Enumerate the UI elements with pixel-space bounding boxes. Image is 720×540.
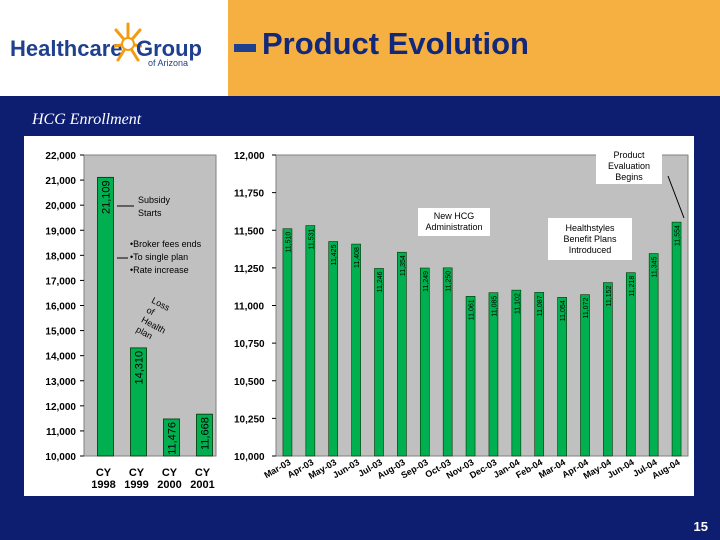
bar-monthly — [534, 292, 545, 457]
x-tick-label-annual: CY 2001 — [190, 467, 214, 491]
annotation-product-box — [596, 146, 662, 184]
product-pointer — [667, 175, 685, 219]
bar-monthly — [305, 225, 316, 457]
bar-annual — [130, 347, 147, 457]
bar-monthly — [488, 292, 499, 457]
annotation-product: Product Evaluation Begins — [608, 150, 650, 182]
bar-monthly — [648, 253, 659, 457]
bar-monthly — [351, 243, 361, 457]
annotation-new-admin: New HCG Administration — [425, 211, 482, 232]
bar-monthly — [465, 296, 476, 457]
y-tick-label-annual: 13,000 — [45, 377, 76, 388]
y-tick-label-annual: 17,000 — [45, 276, 76, 287]
plot-area-monthly — [275, 154, 689, 457]
y-tick-label-annual: 11,000 — [46, 427, 76, 438]
bar-monthly — [374, 268, 384, 457]
x-tick-label-annual: CY 2000 — [157, 467, 181, 491]
section-subtitle: HCG Enrollment — [32, 111, 142, 128]
y-tick-label-monthly: 11,000 — [234, 302, 264, 313]
x-tick-label-monthly: Jun-04 — [606, 457, 636, 480]
y-tick-label-monthly: 12,000 — [234, 151, 265, 162]
bar-value-label-annual: 11,668 — [200, 417, 212, 450]
bar-annual — [163, 418, 180, 457]
bar-value-label-monthly: 11,249 — [423, 271, 430, 292]
bar-monthly — [511, 289, 522, 457]
bar-monthly — [397, 251, 407, 457]
bar-value-label-monthly: 11,054 — [560, 300, 567, 321]
y-tick-label-monthly: 11,750 — [234, 189, 264, 200]
bar-value-label-monthly: 11,085 — [491, 296, 498, 317]
bar-value-label-monthly: 11,425 — [331, 244, 338, 265]
y-tick-label-annual: 10,000 — [45, 452, 76, 463]
bar-value-label-monthly: 11,087 — [537, 295, 544, 316]
y-tick-label-monthly: 10,250 — [234, 414, 265, 425]
annotation-subsidy: Subsidy Starts — [138, 195, 171, 218]
bar-value-label-monthly: 11,531 — [308, 228, 315, 249]
y-tick-label-annual: 22,000 — [45, 151, 76, 162]
bar-monthly — [603, 282, 613, 457]
bar-monthly — [442, 267, 453, 457]
bar-value-label-monthly: 11,072 — [583, 298, 590, 319]
bar-monthly — [671, 221, 682, 457]
bar-monthly — [625, 272, 636, 457]
page-title: Product Evolution — [262, 26, 529, 61]
y-tick-label-annual: 19,000 — [45, 226, 76, 237]
bar-value-label-monthly: 11,246 — [377, 271, 384, 292]
bar-monthly — [282, 228, 293, 457]
y-tick-label-monthly: 11,500 — [234, 226, 264, 237]
y-tick-label-monthly: 10,000 — [234, 452, 265, 463]
bar-annual — [196, 413, 213, 457]
y-tick-label-annual: 16,000 — [45, 302, 76, 313]
bar-monthly — [580, 294, 590, 457]
y-tick-label-annual: 21,000 — [45, 176, 76, 187]
x-tick-label-monthly: Jun-03 — [331, 457, 361, 480]
logo-dash — [234, 44, 256, 52]
y-tick-label-annual: 14,000 — [45, 352, 76, 363]
bar-value-label-monthly: 11,250 — [446, 271, 453, 292]
bar-value-label-annual: 11,476 — [167, 422, 179, 455]
bar-value-label-monthly: 11,152 — [606, 286, 613, 307]
x-tick-label-annual: CY 1998 — [91, 467, 115, 491]
annotation-bullets: •Broker fees ends •To single plan •Rate in… — [130, 239, 202, 275]
bar-value-label-monthly: 11,218 — [629, 276, 636, 297]
annotation-healthstyles-box — [548, 218, 632, 260]
logo-subtitle: of Arizona — [148, 58, 189, 68]
bar-value-label-monthly: 11,510 — [285, 232, 292, 253]
bar-value-label-monthly: 11,345 — [652, 256, 659, 277]
bar-annual — [97, 176, 114, 457]
logo-wordmark: Healthcare — [10, 36, 123, 61]
header-logo-area: Healthcare Group of Arizona — [0, 0, 228, 96]
bar-value-label-monthly: 11,554 — [675, 225, 682, 246]
y-tick-label-monthly: 10,750 — [234, 339, 265, 350]
annotation-new-admin-box — [418, 208, 490, 236]
x-tick-label-annual: CY 1999 — [124, 467, 148, 491]
bar-value-label-monthly: 11,408 — [354, 247, 361, 268]
sun-logo-icon — [114, 22, 142, 62]
logo-wordmark-group: Group — [136, 36, 202, 61]
bar-monthly — [419, 267, 430, 457]
y-tick-label-annual: 18,000 — [45, 251, 76, 262]
bar-value-label-monthly: 11,102 — [514, 293, 521, 314]
bar-value-label-monthly: 11,061 — [469, 299, 476, 320]
annotation-healthstyles: Healthstyles Benefit Plans Introduced — [563, 223, 617, 255]
bar-monthly — [557, 297, 567, 457]
y-tick-label-annual: 15,000 — [45, 327, 76, 338]
bar-value-label-monthly: 11,354 — [400, 255, 407, 276]
bar-value-label-annual: 21,109 — [101, 180, 113, 214]
y-tick-label-monthly: 10,500 — [234, 377, 265, 388]
y-tick-label-annual: 20,000 — [45, 201, 76, 212]
bar-monthly — [328, 241, 339, 457]
header-title-area — [228, 0, 720, 96]
y-tick-label-annual: 12,000 — [45, 402, 76, 413]
y-tick-label-monthly: 11,250 — [234, 264, 264, 275]
page-number: 15 — [693, 519, 708, 534]
bar-value-label-annual: 14,310 — [134, 351, 146, 385]
